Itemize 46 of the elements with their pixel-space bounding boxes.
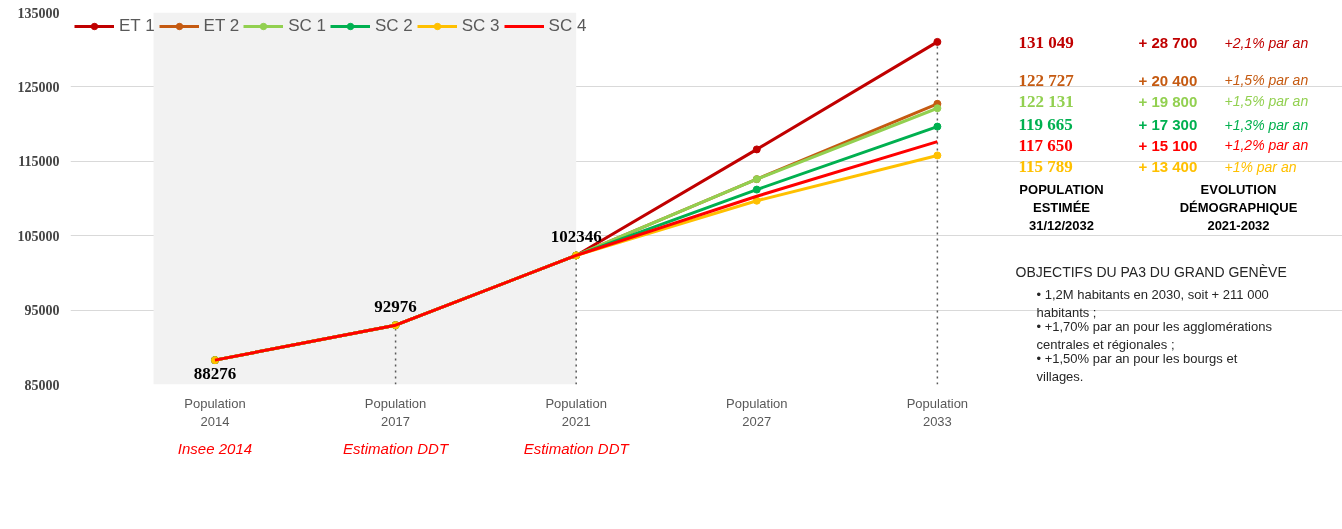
text: Estimation DDT	[523, 439, 631, 457]
legend-label: SC 1	[288, 16, 326, 36]
text: +1,5% par an	[1224, 72, 1309, 89]
text: + 20 400	[1138, 71, 1198, 89]
text: • +1,70% par an pour les agglomérations centrales et régionales ;	[1036, 318, 1273, 352]
text: + 19 800	[1138, 92, 1198, 110]
annotation: 122 727	[1018, 70, 1075, 90]
annotation: 117 650	[1018, 135, 1073, 155]
y-tick-label: 125000	[17, 79, 60, 95]
annotation: 88276	[193, 364, 237, 384]
x-tick-label: Population 2021	[545, 395, 607, 429]
y-tick-label: 105000	[17, 228, 60, 244]
annotation: 131 049	[1018, 33, 1074, 53]
text: + 17 300	[1138, 116, 1198, 134]
y-tick-label: 115000	[18, 154, 60, 170]
annotation: POPULATION ESTIMÉE 31/12/2032	[1019, 182, 1104, 234]
annotation: 119 665	[1018, 115, 1073, 135]
annotation: 115 789	[1018, 157, 1073, 177]
text: EVOLUTION DÉMOGRAPHIQUE 2021-2032	[1179, 182, 1298, 234]
text: +1,5% par an	[1224, 93, 1309, 110]
text: Insee 2014	[177, 439, 253, 457]
x-tick-label: Population 2027	[726, 395, 788, 429]
text: • 1,2M habitants en 2030, soit + 211 000 habitants ;	[1036, 286, 1269, 320]
y-tick-label: 135000	[17, 5, 60, 21]
x-tick-label: Population 2017	[364, 395, 427, 429]
text: + 15 100	[1138, 136, 1198, 154]
annotation: OBJECTIFS DU PA3 DU GRAND GENÈVE	[1015, 264, 1287, 281]
annotation: 102346	[550, 227, 602, 247]
text: + 13 400	[1138, 158, 1198, 176]
x-tick-label: Population 2014	[184, 395, 246, 429]
legend-label: SC 4	[548, 16, 587, 36]
text: +1% par an	[1224, 158, 1297, 175]
legend-label: SC 3	[461, 16, 500, 36]
y-tick-label: 85000	[24, 377, 60, 393]
legend-label: ET 1	[119, 16, 155, 36]
text: +2,1% par an	[1224, 34, 1309, 51]
legend-label: SC 2	[374, 16, 413, 36]
annotation: 122 131	[1018, 91, 1074, 111]
text: Estimation DDT	[343, 439, 450, 457]
text: + 28 700	[1138, 34, 1198, 52]
y-tick-label: 95000	[24, 303, 60, 319]
annotation: 92976	[374, 297, 417, 317]
text: +1,2% par an	[1224, 137, 1309, 154]
x-tick-label: Population 2033	[906, 395, 969, 429]
text: +1,3% par an	[1224, 116, 1309, 133]
legend-label: ET 2	[203, 16, 240, 36]
